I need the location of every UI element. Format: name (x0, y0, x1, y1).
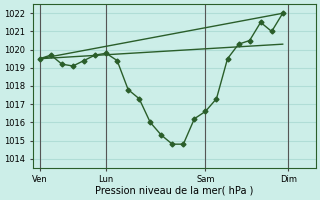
X-axis label: Pression niveau de la mer( hPa ): Pression niveau de la mer( hPa ) (95, 186, 253, 196)
